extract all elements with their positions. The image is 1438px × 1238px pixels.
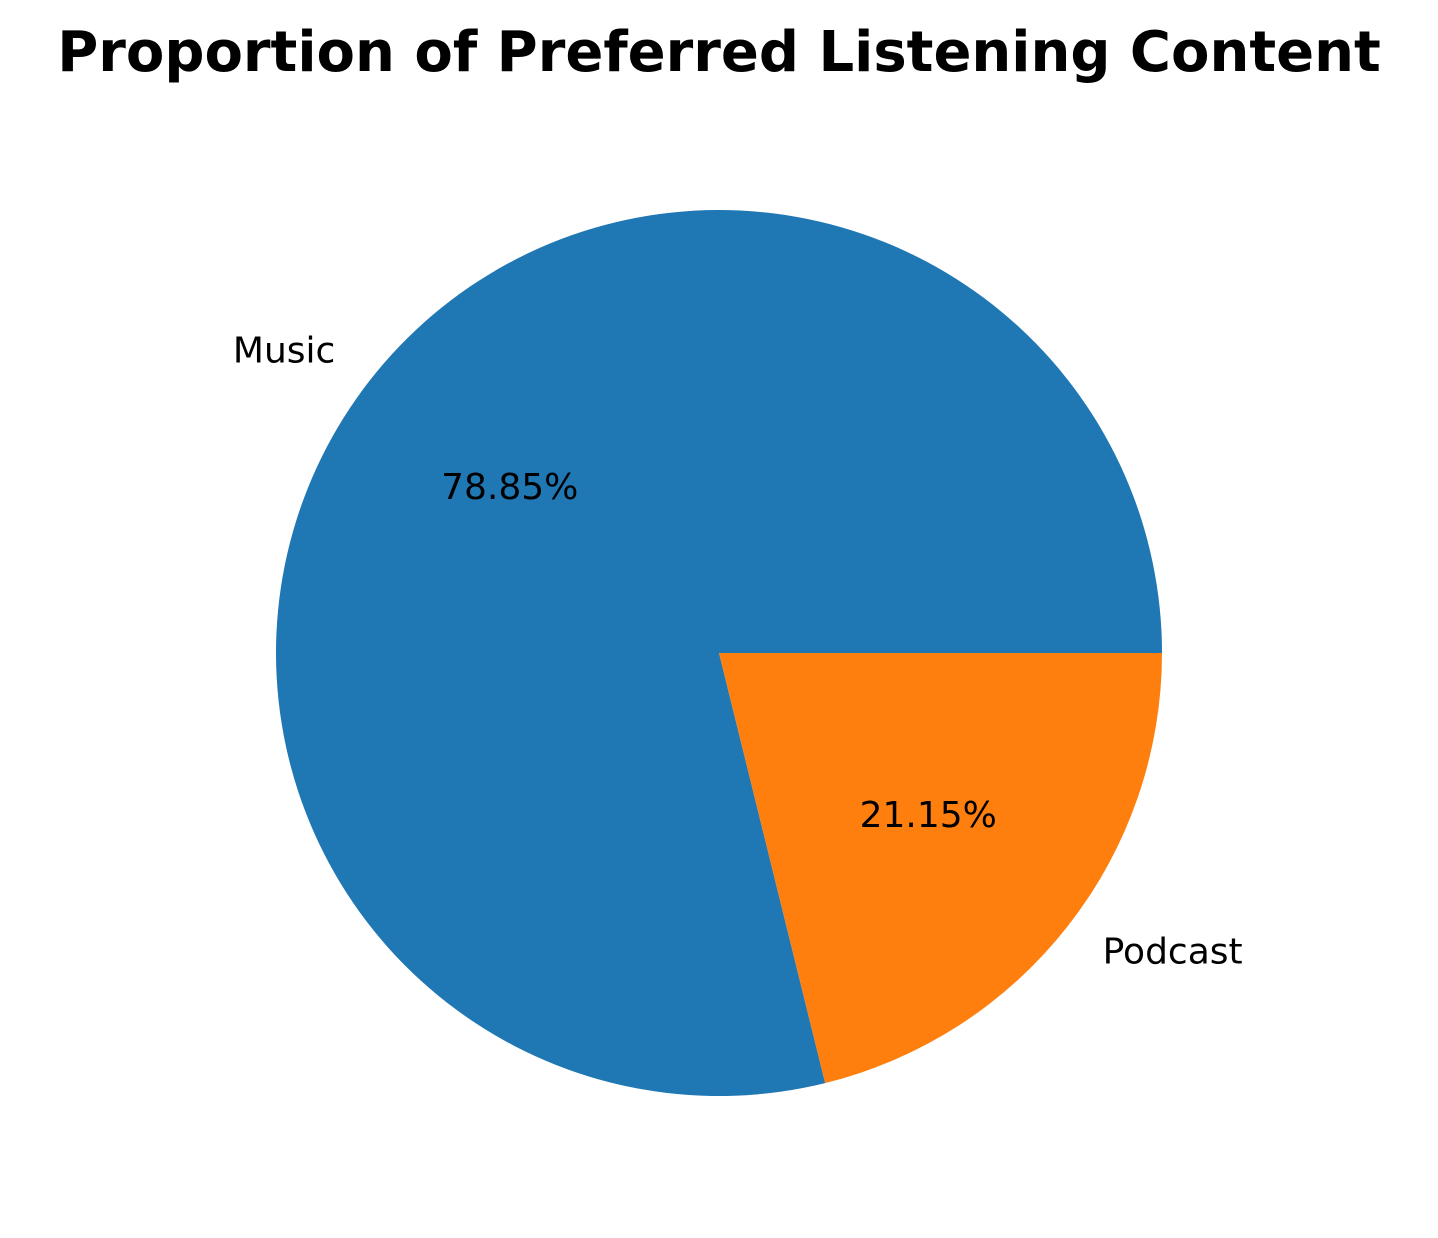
- chart-title: Proportion of Preferred Listening Conten…: [57, 20, 1381, 85]
- slice-label-music: Music: [233, 331, 335, 372]
- pie-slice-music: [276, 210, 1163, 1096]
- pie-labels: Music 78.85% Podcast 21.15%: [233, 331, 1243, 973]
- pie-slice-podcast: [719, 653, 1162, 1084]
- slice-label-podcast: Podcast: [1103, 931, 1243, 972]
- pct-label-podcast: 21.15%: [860, 795, 997, 836]
- pct-label-music: 78.85%: [441, 467, 578, 508]
- pie-slices: [276, 210, 1163, 1096]
